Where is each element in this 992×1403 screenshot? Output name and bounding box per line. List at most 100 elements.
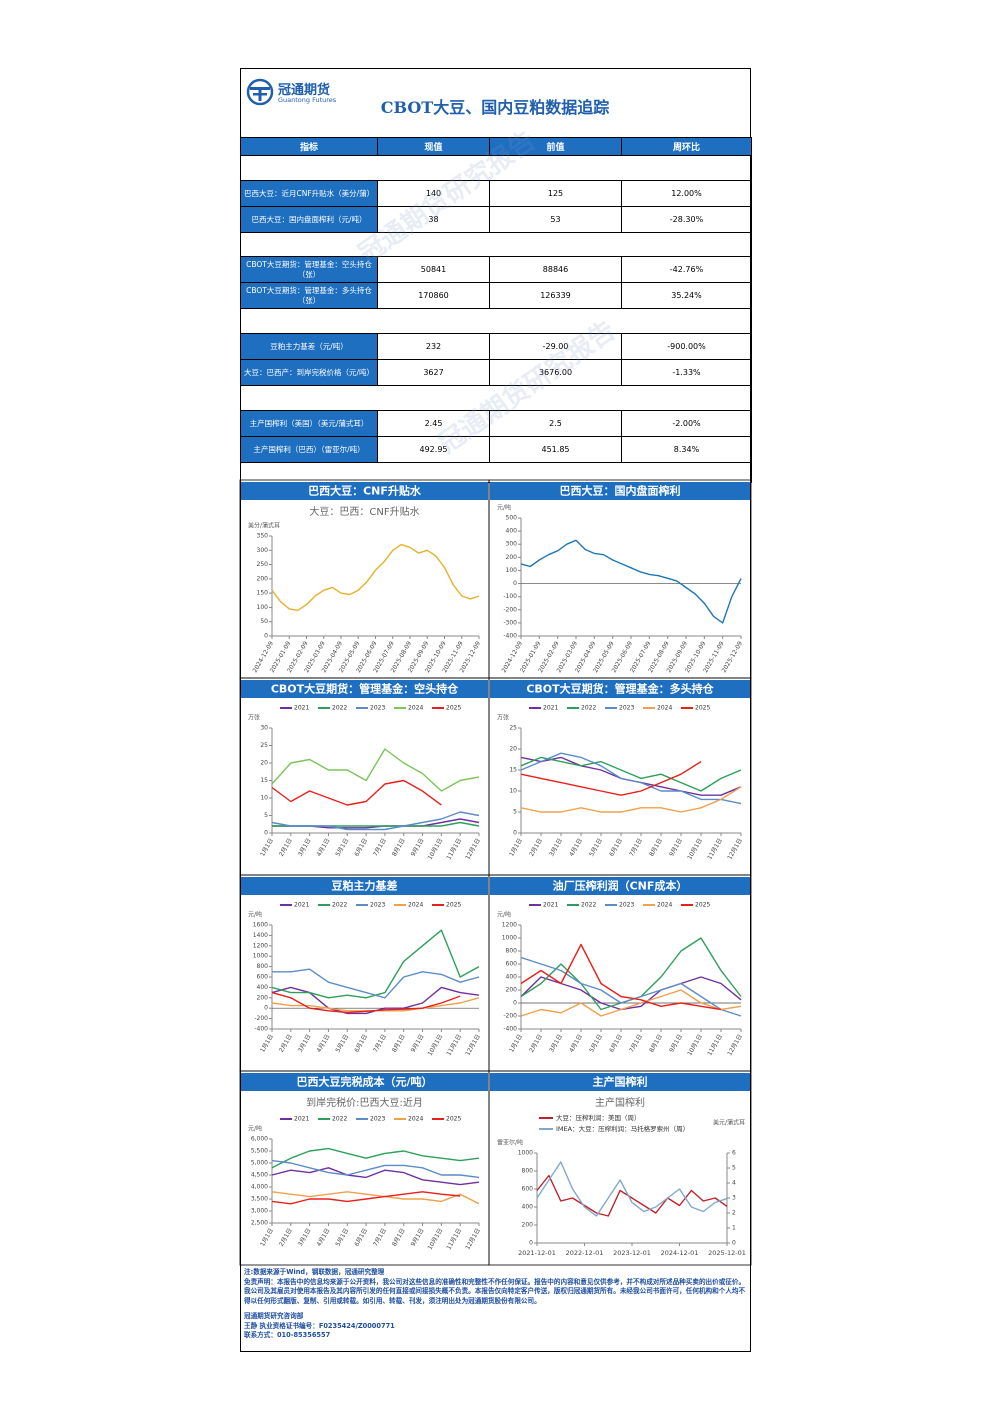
table-header: 指标 现值 前值 周环比 xyxy=(240,137,752,156)
series-line xyxy=(271,1191,461,1205)
doc-title: CBOT大豆、国内豆粕数据追踪 xyxy=(380,98,610,117)
y-tick-label: 1600 xyxy=(253,922,268,929)
x-tick-label: 1月1日 xyxy=(508,1033,524,1054)
x-tick-label: 2月1日 xyxy=(278,1033,294,1054)
y-tick-label: 3,500 xyxy=(251,1196,268,1203)
x-tick-label: 8月1日 xyxy=(391,837,407,858)
series-line xyxy=(520,752,742,805)
spacer-row xyxy=(240,385,752,411)
series-line xyxy=(271,991,461,1014)
y2-tick-label: 1 xyxy=(732,1225,736,1232)
y-tick-label: 1200 xyxy=(253,942,268,949)
y-tick-label: 0 xyxy=(513,1000,517,1007)
y-tick-label: 400 xyxy=(257,984,269,991)
panel-title: 豆粕主力基差 xyxy=(332,879,398,893)
y-tick-label: 300 xyxy=(257,547,269,554)
y-tick-label: 0 xyxy=(264,830,268,837)
y-tick-label: 400 xyxy=(522,1204,534,1211)
panel-header xyxy=(241,1073,488,1091)
x-tick-label: 10月1日 xyxy=(427,837,445,861)
series-line xyxy=(271,1147,480,1169)
x-tick-label: 4月1日 xyxy=(568,837,584,858)
chart-subtitle: 到岸完税价:巴西大豆:近月 xyxy=(306,1096,423,1109)
y-tick-label: 10 xyxy=(260,795,268,802)
x-tick-label: 7月1日 xyxy=(372,1227,388,1248)
x-tick-label: 2月1日 xyxy=(528,837,544,858)
panel-title: 巴西大豆：CNF升贴水 xyxy=(308,484,422,498)
y-tick-label: -200 xyxy=(503,606,517,613)
legend-label: 2024 xyxy=(657,902,672,909)
y-tick-label: 0 xyxy=(264,633,268,640)
y-tick-label: 50 xyxy=(260,618,268,625)
label-cell: CBOT大豆期货：管理基金：多头持仓（张） xyxy=(240,282,378,309)
y-tick-label: 25 xyxy=(509,725,517,732)
y-axis-label: 元/吨 xyxy=(248,911,262,919)
series-line xyxy=(272,968,480,999)
x-tick-label: 6月1日 xyxy=(353,1033,369,1054)
x-tick-label: 10月1日 xyxy=(427,1227,445,1251)
y-tick-label: 800 xyxy=(522,1168,534,1175)
x-tick-label: 6月1日 xyxy=(353,1227,369,1248)
value-cell: 170860 xyxy=(377,282,490,309)
y-tick-label: 600 xyxy=(522,1186,534,1193)
legend-label: 2021 xyxy=(294,705,309,712)
y-tick-label: 25 xyxy=(260,742,268,749)
y-tick-label: 5,500 xyxy=(251,1148,268,1155)
y-tick-label: 4,000 xyxy=(251,1184,268,1191)
series-line xyxy=(271,779,442,806)
footer-analyst: 王静 执业资格证书编号：F0235424/Z0000771 xyxy=(244,1321,395,1330)
y-tick-label: -200 xyxy=(254,1015,268,1022)
footer-source: 注:数据来源于Wind，钢联数据，冠通研究整理 xyxy=(244,1268,385,1276)
y2-axis-label: 美元/蒲式耳 xyxy=(713,1119,745,1127)
x-tick-label: 10月1日 xyxy=(686,1033,704,1057)
spacer-cell xyxy=(240,385,752,411)
legend-label: 2022 xyxy=(332,705,347,712)
x-tick-label: 8月1日 xyxy=(391,1227,407,1248)
y-tick-label: 150 xyxy=(257,590,269,597)
panel-header xyxy=(241,680,488,698)
y2-tick-label: 0 xyxy=(732,1240,736,1247)
y-tick-label: 100 xyxy=(506,567,518,574)
panel-header xyxy=(241,482,488,500)
x-tick-label: 7月1日 xyxy=(372,837,388,858)
x-tick-label: 4月1日 xyxy=(316,1033,332,1054)
y-tick-label: 200 xyxy=(522,1222,534,1229)
legend-label: 2025 xyxy=(446,705,461,712)
legend-label: 2022 xyxy=(332,1116,347,1123)
x-tick-label: 7月1日 xyxy=(628,837,644,858)
table-row: 大豆：巴西产：到岸完税价格（元/吨） 3627 3676.00 -1.33% xyxy=(240,359,752,386)
panel-title: 巴西大豆：国内盘面榨利 xyxy=(560,484,681,498)
x-tick-label: 2月1日 xyxy=(278,1227,294,1248)
y-tick-label: -100 xyxy=(503,593,517,600)
x-tick-label: 10月1日 xyxy=(427,1033,445,1057)
x-tick-label: 11月1日 xyxy=(445,1227,463,1251)
y-tick-label: -400 xyxy=(503,1026,517,1033)
y-axis-label: 万张 xyxy=(497,714,509,722)
value-cell: 3627 xyxy=(377,359,490,386)
panel-title: 油厂压榨利润（CNF成本） xyxy=(553,879,688,893)
label-cell: 巴西大豆：国内盘面榨利（元/吨） xyxy=(240,206,378,233)
legend-label: 2025 xyxy=(446,1116,461,1123)
y-tick-label: 15 xyxy=(509,767,517,774)
y-tick-label: 200 xyxy=(257,575,269,582)
series-line xyxy=(520,756,742,796)
logo-icon xyxy=(246,78,274,106)
x-tick-label: 2024-12-01 xyxy=(661,1249,699,1257)
legend-label: 2022 xyxy=(581,705,596,712)
y-tick-label: 400 xyxy=(506,974,518,981)
x-tick-label: 12月1日 xyxy=(464,1227,482,1251)
spacer-row xyxy=(240,232,752,257)
y-tick-label: 600 xyxy=(506,961,518,968)
y-tick-label: 5 xyxy=(513,809,517,816)
x-tick-label: 4月1日 xyxy=(316,837,332,858)
label-cell: CBOT大豆期货：管理基金：空头持仓（张） xyxy=(240,256,378,283)
series-line xyxy=(271,1167,480,1186)
legend-label: 2025 xyxy=(695,902,710,909)
y2-tick-label: 5 xyxy=(732,1165,736,1172)
legend-label: 2023 xyxy=(370,1116,385,1123)
x-tick-label: 4月1日 xyxy=(316,1227,332,1248)
legend-label: 2023 xyxy=(370,705,385,712)
y-tick-label: 250 xyxy=(257,561,269,568)
column-header: 现值 xyxy=(377,137,490,156)
series-line xyxy=(271,1191,480,1205)
